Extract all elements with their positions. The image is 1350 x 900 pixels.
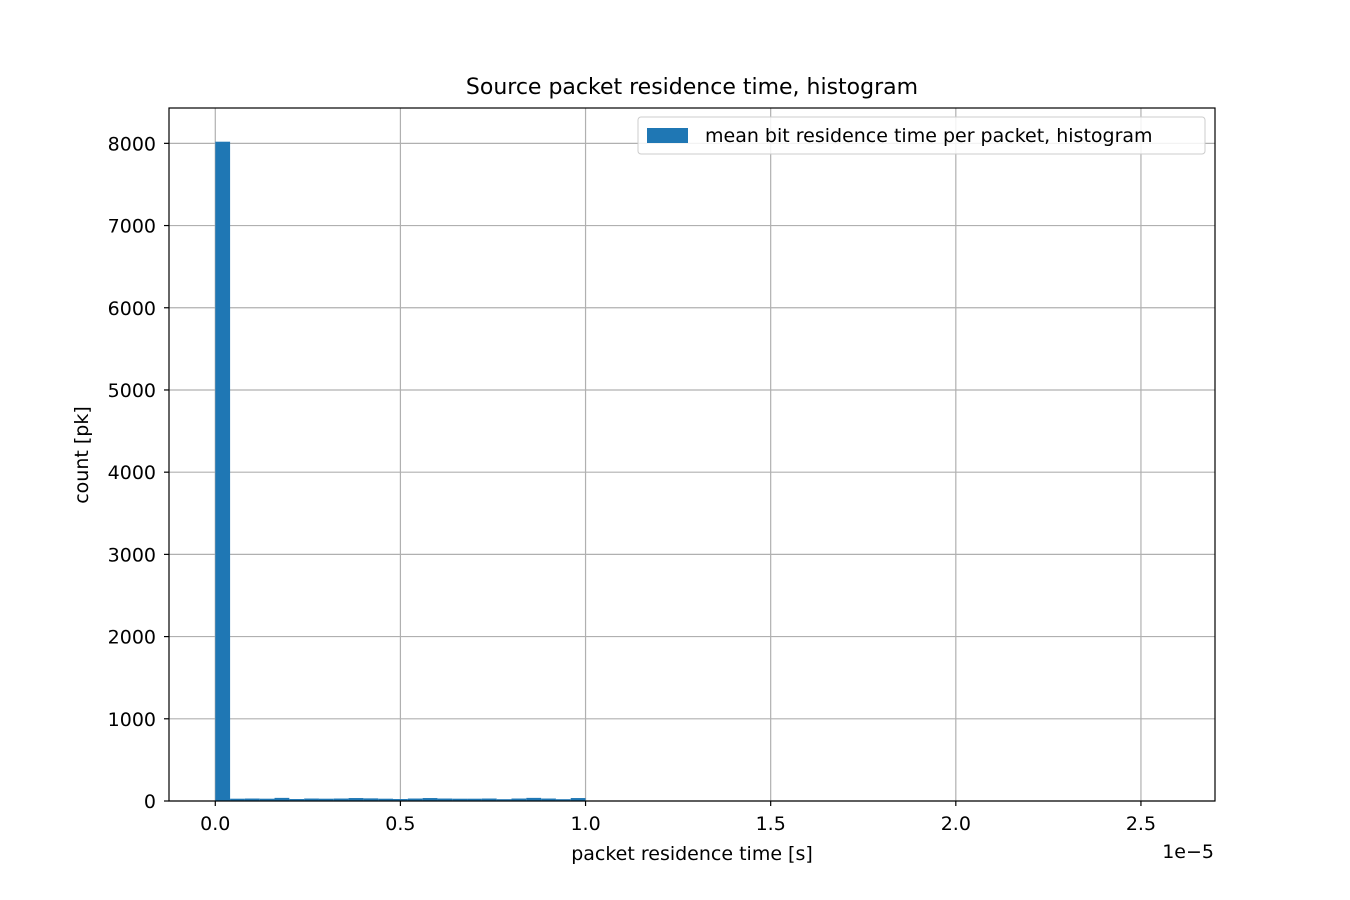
x-tick-label: 2.0 <box>941 813 971 835</box>
histogram-bar <box>289 799 305 801</box>
histogram-bar <box>318 798 334 801</box>
histogram-bar <box>422 798 438 801</box>
y-tick-label: 1000 <box>108 709 156 731</box>
y-tick-label: 6000 <box>108 298 156 320</box>
histogram-bar <box>274 797 290 801</box>
histogram-bar <box>244 798 260 801</box>
y-axis-label: count [pk] <box>71 406 93 504</box>
legend-box <box>637 116 1206 155</box>
y-tick-label: 5000 <box>108 380 156 402</box>
x-axis-ticks: 0.0 0.5 1.0 1.5 2.0 2.5 <box>200 801 1156 835</box>
histogram-bar <box>215 141 231 802</box>
x-tick-label: 1.0 <box>570 813 600 835</box>
y-axis-ticks: 0 1000 2000 3000 4000 5000 6000 7000 8000 <box>108 133 169 813</box>
y-tick-label: 8000 <box>108 133 156 155</box>
histogram-bar <box>496 799 512 801</box>
histogram-bar <box>511 798 527 801</box>
histogram-bars <box>215 141 586 802</box>
chart-title: Source packet residence time, histogram <box>466 75 918 100</box>
y-tick-label: 3000 <box>108 544 156 566</box>
histogram-bar <box>570 798 586 801</box>
y-tick-label: 2000 <box>108 627 156 649</box>
histogram-bar <box>407 798 423 801</box>
legend-swatch <box>647 128 688 143</box>
histogram-bar <box>555 799 571 801</box>
legend-label: mean bit residence time per packet, hist… <box>705 125 1153 147</box>
histogram-bar <box>467 798 482 801</box>
histogram-bar <box>541 798 556 801</box>
histogram-bar <box>437 798 453 801</box>
histogram-bar <box>333 798 349 801</box>
histogram-bar <box>481 798 497 801</box>
histogram-bar <box>348 798 364 801</box>
histogram-bar <box>259 798 275 801</box>
histogram-bar <box>393 799 408 801</box>
legend: mean bit residence time per packet, hist… <box>637 116 1206 155</box>
y-tick-label: 0 <box>144 791 156 813</box>
x-tick-label: 2.5 <box>1126 813 1156 835</box>
x-tick-label: 0.5 <box>385 813 415 835</box>
histogram-bar <box>378 798 394 801</box>
histogram-bar <box>526 797 542 801</box>
x-axis-label: packet residence time [s] <box>571 843 813 865</box>
histogram-bar <box>452 798 468 801</box>
histogram-bar <box>230 798 245 801</box>
x-tick-label: 1.5 <box>756 813 786 835</box>
plot-frame <box>168 107 1216 802</box>
x-tick-label: 0.0 <box>200 813 230 835</box>
histogram-bar <box>363 798 379 801</box>
y-tick-label: 4000 <box>108 462 156 484</box>
y-tick-label: 7000 <box>108 216 156 238</box>
x-axis-offset-label: 1e−5 <box>1162 841 1214 863</box>
histogram-bar <box>304 798 319 801</box>
